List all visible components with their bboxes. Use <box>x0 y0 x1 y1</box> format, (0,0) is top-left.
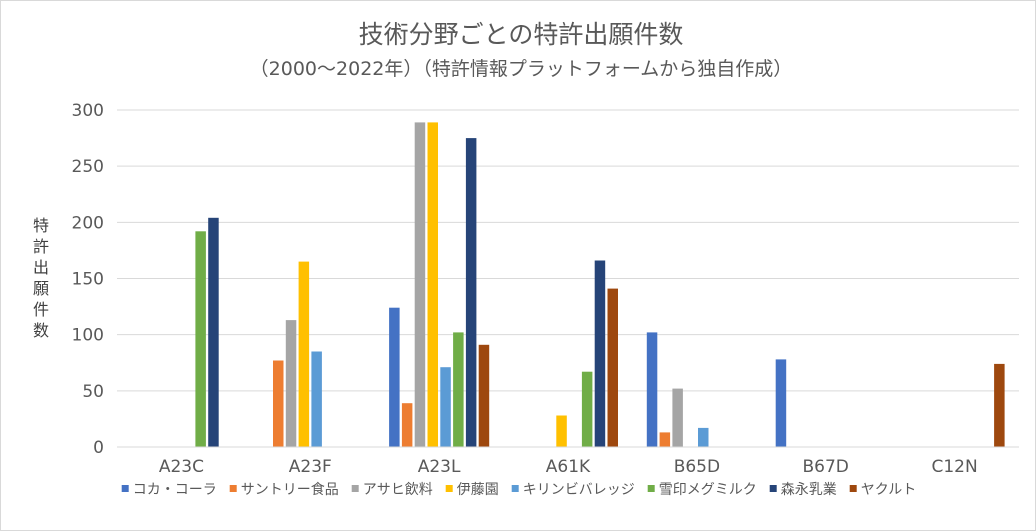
legend-label: 雪印メグミルク <box>659 482 757 498</box>
legend-item: 伊藤園 <box>445 482 499 498</box>
y-axis-label-char: 出 <box>33 258 49 277</box>
legend-swatch <box>849 485 857 492</box>
y-axis-label-char: 数 <box>33 321 49 340</box>
y-tick-label: 150 <box>72 270 104 290</box>
bar <box>427 122 438 448</box>
legend-swatch <box>351 485 359 492</box>
legend-item: アサヒ飲料 <box>351 482 433 498</box>
legend-label: キリンビバレッジ <box>523 482 635 498</box>
legend-item: サントリー食品 <box>229 481 339 498</box>
x-tick-label: C12N <box>931 457 977 477</box>
bar <box>453 332 464 447</box>
bar <box>556 415 567 447</box>
y-tick-label: 250 <box>72 157 104 177</box>
bar <box>465 138 477 447</box>
legend-swatch <box>647 485 655 492</box>
bar <box>401 403 413 447</box>
y-axis-label-char: 願 <box>33 279 49 298</box>
legend-item: キリンビバレッジ <box>511 482 635 498</box>
legend-swatch <box>511 485 519 492</box>
x-tick-label: A23F <box>289 457 332 477</box>
legend-swatch <box>769 485 777 492</box>
bar <box>646 332 658 447</box>
bar <box>698 427 709 447</box>
bar <box>659 432 671 447</box>
y-axis-label-char: 許 <box>33 237 49 256</box>
bar <box>389 307 400 447</box>
legend-swatch <box>121 485 129 492</box>
x-axis-categories: A23C A23F A23L A61K B65D B67D C12N <box>159 457 978 477</box>
bar <box>672 388 683 447</box>
bar <box>594 260 606 447</box>
y-tick-label: 50 <box>82 382 104 402</box>
legend: コカ・コーラ サントリー食品 アサヒ飲料 伊藤園 キリンビバレッジ 雪印メグミルク 森永乳業… <box>121 481 917 498</box>
x-tick-label: A23C <box>159 457 204 477</box>
bar <box>581 371 593 447</box>
legend-item: 森永乳業 <box>769 482 837 498</box>
legend-item: ヤクルト <box>849 482 917 498</box>
legend-label: アサヒ飲料 <box>363 482 433 498</box>
y-tick-label: 300 <box>72 101 104 121</box>
y-tick-label: 200 <box>72 213 104 233</box>
bar <box>298 261 310 447</box>
x-tick-label: B67D <box>803 457 849 477</box>
legend-label: サントリー食品 <box>241 481 339 498</box>
y-axis-label: 特許出願件数 <box>33 216 49 340</box>
chart-title: 技術分野ごとの特許出願件数 <box>359 20 684 49</box>
bar <box>273 360 284 447</box>
y-axis-label-char: 件 <box>33 300 49 319</box>
y-axis-label-char: 特 <box>33 216 49 235</box>
y-tick-label: 0 <box>93 438 104 458</box>
legend-label: 伊藤園 <box>457 482 499 498</box>
gridlines <box>117 109 1019 392</box>
bar <box>285 320 297 447</box>
bars <box>195 122 1005 448</box>
x-tick-label: A23L <box>418 457 461 477</box>
chart-subtitle: （2000～2022年）（特許情報プラットフォームから独自作成） <box>250 58 793 80</box>
legend-label: ヤクルト <box>861 482 917 498</box>
bar <box>440 367 451 447</box>
legend-label: コカ・コーラ <box>133 482 217 498</box>
bar <box>208 217 219 447</box>
bar <box>607 288 618 447</box>
legend-label: 森永乳業 <box>781 482 837 498</box>
y-axis-ticks: 0 50 100 150 200 250 300 <box>72 101 104 458</box>
bar <box>311 351 322 447</box>
bar <box>775 359 787 447</box>
bar <box>994 363 1005 447</box>
legend-swatch <box>445 485 453 492</box>
legend-swatch <box>229 485 237 492</box>
y-tick-label: 100 <box>72 326 104 346</box>
bar <box>478 344 490 447</box>
legend-item: コカ・コーラ <box>121 482 217 498</box>
legend-item: 雪印メグミルク <box>647 482 757 498</box>
x-tick-label: A61K <box>546 457 591 477</box>
bar <box>414 122 426 448</box>
bar <box>195 231 206 447</box>
x-tick-label: B65D <box>674 457 720 477</box>
